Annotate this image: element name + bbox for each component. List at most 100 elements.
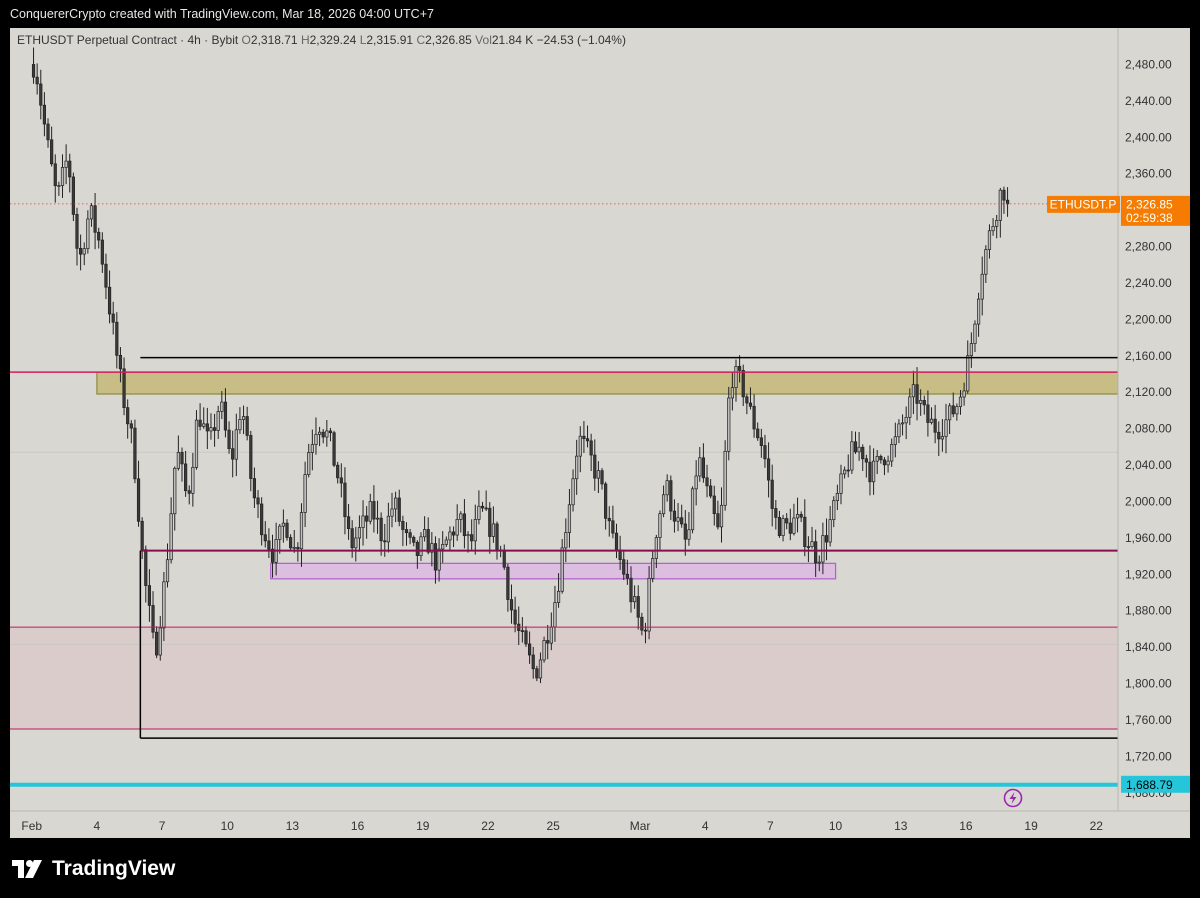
candle-body: [187, 490, 191, 494]
time-axis[interactable]: Feb 4 7 10 13 16 19 22 25 Mar 4 7 10 13 16 19 22: [10, 810, 1190, 838]
price-axis-bg: [1118, 28, 1190, 811]
symbol-label[interactable]: ETHUSDT Perpetual Contract · 4h · Bybit: [17, 33, 239, 47]
candle-body: [339, 477, 343, 484]
candle-body: [289, 537, 293, 549]
symbol-tag-label: ETHUSDT.P: [1050, 197, 1117, 211]
tradingview-logo[interactable]: TradingView: [12, 856, 175, 882]
candle-body: [705, 477, 709, 487]
candle-body: [165, 559, 170, 583]
lightning-icon[interactable]: [1003, 788, 1023, 808]
candle-body: [821, 535, 825, 563]
candle-body: [354, 537, 358, 549]
last-price-tag-bg: [1121, 195, 1190, 226]
candle-body: [701, 457, 706, 479]
candle-body: [488, 507, 492, 537]
candle-body: [473, 519, 477, 542]
candle-body: [118, 355, 123, 370]
x-tick-label: 16: [351, 819, 365, 833]
candle-body: [227, 429, 231, 450]
candle-body: [868, 461, 872, 483]
candle-body: [375, 517, 380, 520]
candle-body: [383, 540, 387, 543]
y-tick-label: 2,240.00: [1125, 276, 1172, 290]
candle-body: [806, 546, 811, 548]
candle-body: [133, 427, 137, 480]
candle-body: [871, 460, 876, 483]
candle-body: [698, 457, 702, 477]
candle-body: [111, 313, 115, 323]
candle-body: [455, 519, 459, 536]
candle-body: [97, 231, 101, 241]
candle-body: [35, 76, 39, 85]
candle-body: [687, 529, 691, 540]
candlestick-chart[interactable]: 1,680.001,720.001,760.001,800.001,840.00…: [10, 28, 1190, 838]
candle-body: [882, 459, 887, 466]
candle-body: [79, 247, 83, 255]
candle-body: [683, 523, 687, 540]
candle-body: [299, 512, 304, 550]
candle-body: [205, 423, 209, 432]
candle-body: [828, 519, 832, 543]
candle-body: [633, 596, 637, 603]
candle-body: [234, 429, 238, 460]
candle-body: [788, 522, 792, 534]
candle-body: [491, 523, 495, 537]
candle-body: [995, 220, 999, 227]
candle-body: [654, 537, 658, 559]
candle-body: [893, 436, 897, 445]
candle-body: [357, 527, 362, 539]
candle-body: [774, 508, 778, 518]
candle-body: [839, 473, 843, 494]
symbol-tag-bg: [1047, 195, 1120, 213]
x-tick-label: 13: [286, 819, 300, 833]
candle-body: [176, 452, 180, 469]
candle-body: [636, 596, 640, 618]
candle-body: [846, 469, 850, 472]
candle-body: [900, 422, 905, 425]
candle-body: [169, 513, 173, 561]
y-tick-label: 1,880.00: [1125, 604, 1172, 618]
candle-body: [817, 561, 821, 564]
x-tick-label: 19: [416, 819, 430, 833]
candle-body: [564, 532, 568, 549]
candle-body: [104, 263, 108, 288]
candle-body: [948, 405, 952, 421]
candle-body: [719, 504, 724, 528]
candle-body: [256, 497, 260, 505]
candle-body: [799, 514, 803, 518]
candle-body: [976, 298, 981, 325]
candle-body: [553, 602, 557, 628]
candle-body: [64, 160, 68, 168]
candle-body: [448, 531, 452, 541]
candle-body: [531, 654, 535, 670]
candle-body: [252, 478, 257, 499]
bar-countdown-value: 02:59:38: [1126, 211, 1173, 225]
candle-body: [278, 525, 282, 540]
candle-body: [433, 543, 438, 571]
candle-body: [727, 397, 731, 452]
candle-body: [53, 163, 57, 187]
x-tick-label: Mar: [630, 819, 651, 833]
price-axis[interactable]: 1,680.001,720.001,760.001,800.001,840.00…: [1117, 28, 1190, 811]
candle-body: [386, 515, 390, 543]
candle-body: [71, 176, 75, 215]
candle-body: [843, 469, 847, 475]
candle-body: [509, 599, 514, 611]
close-value: 2,326.85: [425, 33, 472, 47]
y-tick-label: 2,000.00: [1125, 494, 1172, 508]
candle-body: [263, 534, 267, 542]
candle-body: [129, 423, 133, 429]
y-tick-label: 2,440.00: [1125, 94, 1172, 108]
candle-body: [763, 445, 767, 460]
candle-body: [394, 497, 398, 510]
y-tick-label: 1,720.00: [1125, 749, 1172, 763]
x-tick-label: 4: [702, 819, 709, 833]
candle-body: [734, 366, 738, 389]
chart-caption-bar: ConquererCrypto created with TradingView…: [0, 0, 1200, 28]
candle-body: [864, 458, 868, 463]
candle-body: [241, 416, 246, 420]
candle-body: [890, 444, 894, 462]
x-tick-label: 10: [221, 819, 235, 833]
zone-1: [270, 562, 837, 580]
candle-body: [777, 517, 782, 536]
